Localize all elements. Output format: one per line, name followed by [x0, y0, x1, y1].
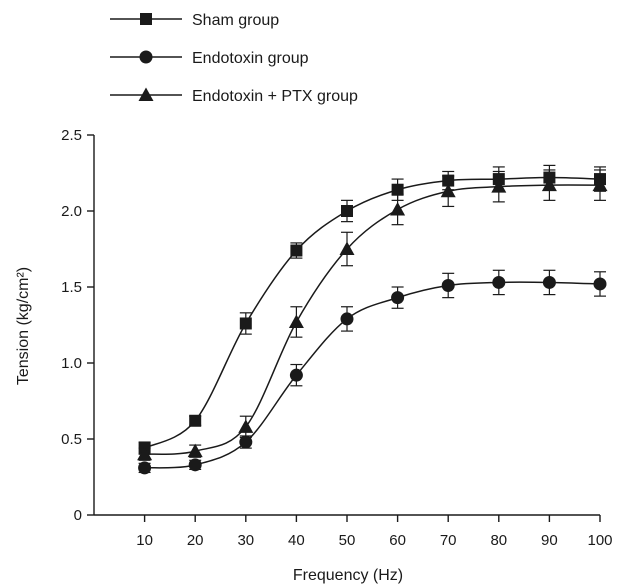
x-tick-label: 60 — [389, 532, 406, 549]
y-axis-label: Tension (kg/cm²) — [15, 267, 32, 385]
series-triangle — [137, 169, 608, 461]
series-square — [138, 164, 606, 455]
data-point-triangle — [137, 446, 153, 461]
data-point-circle — [542, 275, 556, 289]
x-tick-label: 70 — [440, 532, 457, 549]
data-point-circle — [340, 312, 354, 326]
data-point-triangle — [592, 177, 608, 192]
data-point-circle — [239, 435, 253, 449]
data-point-circle — [188, 458, 202, 472]
series-circle — [138, 269, 607, 475]
series-line — [144, 281, 601, 469]
x-tick-label: 10 — [136, 532, 153, 549]
series-line — [144, 176, 601, 449]
legend-marker-triangle — [138, 87, 154, 101]
data-point-triangle — [491, 179, 507, 193]
legend-marker-circle — [139, 50, 153, 64]
data-point-square — [290, 244, 303, 257]
data-point-triangle — [541, 177, 557, 192]
y-tick-label: 1.0 — [61, 355, 82, 372]
x-tick-label: 40 — [288, 532, 305, 549]
legend-item-circle: Endotoxin group — [110, 50, 309, 67]
x-tick-label: 20 — [187, 532, 204, 549]
x-axis-label: Frequency (Hz) — [293, 567, 403, 584]
data-point-triangle — [390, 201, 406, 216]
data-point-triangle — [238, 419, 254, 433]
y-tick-label: 2.0 — [61, 203, 82, 220]
data-point-square — [391, 183, 404, 196]
y-tick-label: 0.5 — [61, 431, 82, 448]
x-tick-label: 90 — [541, 532, 558, 549]
data-point-circle — [492, 275, 506, 289]
axes: 0 0.5 1.0 1.5 2.0 2.5 10 20 30 40 50 60 70 80 90 100 — [61, 127, 612, 549]
x-tick-label: 100 — [587, 532, 612, 549]
plot-area — [137, 164, 608, 475]
data-point-triangle — [187, 443, 203, 458]
legend-label: Endotoxin group — [192, 50, 309, 67]
legend-item-square: Sham group — [110, 12, 279, 29]
data-point-circle — [441, 278, 455, 292]
legend-marker-square — [140, 13, 152, 25]
data-point-square — [239, 317, 252, 330]
legend: Sham group Endotoxin group Endotoxin + PTX… — [110, 12, 358, 105]
legend-item-triangle: Endotoxin + PTX group — [110, 87, 358, 105]
data-point-square — [189, 414, 202, 427]
data-point-square — [341, 205, 353, 217]
y-tick-label: 2.5 — [61, 127, 82, 144]
data-point-triangle — [339, 241, 355, 255]
data-point-circle — [138, 461, 152, 475]
data-point-circle — [289, 368, 303, 382]
y-tick-label: 0 — [74, 507, 82, 524]
data-point-triangle — [288, 314, 304, 328]
data-point-circle — [593, 277, 607, 291]
series-line — [144, 184, 601, 455]
x-tick-label: 50 — [339, 532, 356, 549]
y-tick-label: 1.5 — [61, 279, 82, 296]
legend-label: Sham group — [192, 12, 279, 29]
data-point-triangle — [440, 183, 456, 198]
x-tick-label: 80 — [490, 532, 507, 549]
legend-label: Endotoxin + PTX group — [192, 88, 358, 105]
data-point-circle — [391, 291, 405, 305]
x-tick-label: 30 — [237, 532, 254, 549]
